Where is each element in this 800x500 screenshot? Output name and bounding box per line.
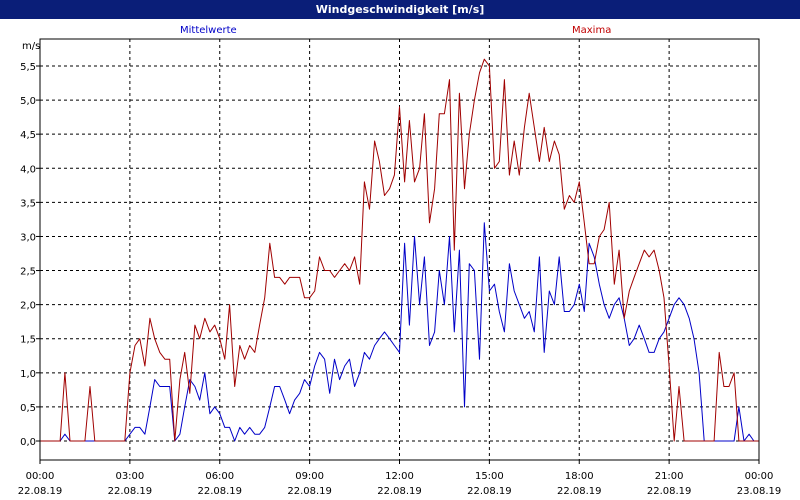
series-line-mittelwerte bbox=[40, 222, 759, 442]
y-tick-label: 4,0 bbox=[20, 164, 36, 175]
x-tick-time-label: 06:00 bbox=[205, 471, 234, 482]
y-tick-label: 1,5 bbox=[20, 335, 36, 346]
x-tick-time-label: 18:00 bbox=[565, 471, 594, 482]
legend-maxima: Maxima bbox=[572, 25, 612, 36]
x-tick-time-label: 03:00 bbox=[115, 471, 144, 482]
x-tick-date-label: 22.08.19 bbox=[108, 486, 153, 497]
y-tick-label: 2,0 bbox=[20, 301, 36, 312]
y-tick-label: 5,5 bbox=[20, 62, 36, 73]
x-tick-time-label: 00:00 bbox=[745, 471, 774, 482]
x-tick-date-label: 22.08.19 bbox=[557, 486, 602, 497]
x-tick-time-label: 12:00 bbox=[385, 471, 414, 482]
x-tick-date-label: 22.08.19 bbox=[377, 486, 422, 497]
legend-mittelwerte: Mittelwerte bbox=[180, 25, 237, 36]
y-tick-label: 2,5 bbox=[20, 267, 36, 278]
y-tick-label: 3,5 bbox=[20, 198, 36, 209]
y-axis-unit-label: m/s bbox=[22, 41, 40, 52]
x-tick-date-label: 22.08.19 bbox=[287, 486, 332, 497]
y-tick-label: 5,0 bbox=[20, 96, 36, 107]
series-line-maxima bbox=[40, 58, 759, 442]
y-tick-label: 4,5 bbox=[20, 130, 36, 141]
x-tick-date-label: 23.08.19 bbox=[737, 486, 782, 497]
x-tick-date-label: 22.08.19 bbox=[467, 486, 512, 497]
window-title: Windgeschwindigkeit [m/s] bbox=[0, 0, 800, 19]
y-tick-label: 0,0 bbox=[20, 437, 36, 448]
y-tick-label: 0,5 bbox=[20, 403, 36, 414]
x-tick-time-label: 21:00 bbox=[655, 471, 684, 482]
x-tick-date-label: 22.08.19 bbox=[647, 486, 692, 497]
x-axis-ticks: 00:00 22.08.19 03:00 22.08.19 06:00 22.08.19 0… bbox=[18, 460, 782, 497]
grid bbox=[40, 39, 759, 460]
plot-frame bbox=[39, 38, 760, 461]
x-tick-time-label: 00:00 bbox=[26, 471, 55, 482]
y-axis-ticks: 0,0 0,5 1,0 1,5 2,0 2,5 3,0 3,5 4,0 4,5 5,0 5,5 bbox=[20, 62, 40, 448]
y-tick-label: 1,0 bbox=[20, 369, 36, 380]
x-tick-time-label: 09:00 bbox=[295, 471, 324, 482]
x-tick-time-label: 15:00 bbox=[475, 471, 504, 482]
x-tick-date-label: 22.08.19 bbox=[197, 486, 242, 497]
series-group bbox=[40, 58, 759, 442]
x-tick-date-label: 22.08.19 bbox=[18, 486, 63, 497]
y-tick-label: 3,0 bbox=[20, 232, 36, 243]
